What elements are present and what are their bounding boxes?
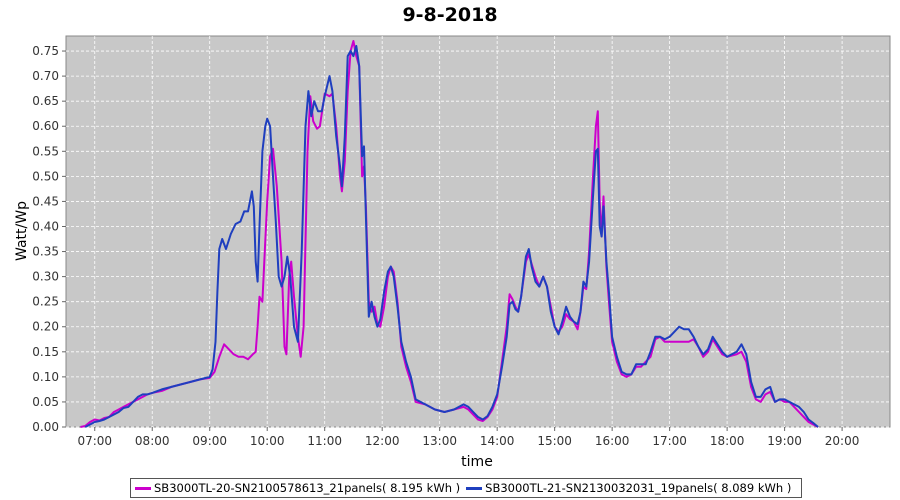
y-tick-label: 0.10 [32, 370, 59, 384]
y-tick-label: 0.55 [32, 144, 59, 158]
y-tick-label: 0.65 [32, 94, 59, 108]
y-tick-label: 0.00 [32, 420, 59, 434]
axis-layer: 0.00 0.05 0.10 0.15 0.20 0.25 0.30 0.35 0.40 0.45… [32, 44, 859, 448]
y-tick-label: 0.70 [32, 69, 59, 83]
x-tick-label: 20:00 [825, 434, 860, 448]
y-tick-label: 0.25 [32, 295, 59, 309]
y-tick-label: 0.20 [32, 320, 59, 334]
grid-layer [66, 36, 890, 428]
x-tick-label: 08:00 [135, 434, 170, 448]
y-tick-label: 0.15 [32, 345, 59, 359]
y-tick-label: 0.40 [32, 219, 59, 233]
x-tick-label: 15:00 [537, 434, 572, 448]
x-tick-label: 18:00 [710, 434, 745, 448]
x-tick-label: 11:00 [307, 434, 342, 448]
series-line [84, 45, 819, 428]
chart-title: 9-8-2018 [402, 4, 498, 26]
y-tick-label: 0.60 [32, 119, 59, 133]
y-tick-label: 0.05 [32, 395, 59, 409]
legend-item: SB3000TL-21-SN2130032031_19panels( 8.089… [466, 481, 791, 495]
x-tick-label: 12:00 [365, 434, 400, 448]
legend-item: SB3000TL-20-SN2100578613_21panels( 8.195… [135, 481, 460, 495]
legend-label: SB3000TL-20-SN2100578613_21panels( 8.195… [154, 481, 461, 495]
y-tick-label: 0.45 [32, 194, 59, 208]
x-tick-label: 17:00 [652, 434, 687, 448]
x-tick-label: 13:00 [422, 434, 457, 448]
legend-swatch [466, 486, 483, 490]
y-tick-label: 0.30 [32, 270, 59, 284]
x-tick-label: 14:00 [480, 434, 515, 448]
legend-label: SB3000TL-21-SN2130032031_19panels( 8.089… [485, 481, 792, 495]
x-tick-label: 07:00 [77, 434, 112, 448]
y-tick-label: 0.50 [32, 169, 59, 183]
y-axis-title: Watt/Wp [14, 201, 30, 261]
y-tick-label: 0.35 [32, 245, 59, 259]
plot-area [65, 35, 891, 428]
x-tick-label: 10:00 [250, 434, 285, 448]
x-tick-label: 16:00 [595, 434, 630, 448]
x-tick-label: 09:00 [192, 434, 227, 448]
x-axis-title: time [461, 454, 493, 470]
x-tick-label: 19:00 [767, 434, 802, 448]
legend-swatch [135, 486, 151, 490]
series-layer [80, 40, 819, 428]
legend: SB3000TL-20-SN2100578613_21panels( 8.195… [130, 478, 803, 498]
y-tick-label: 0.75 [32, 44, 59, 58]
